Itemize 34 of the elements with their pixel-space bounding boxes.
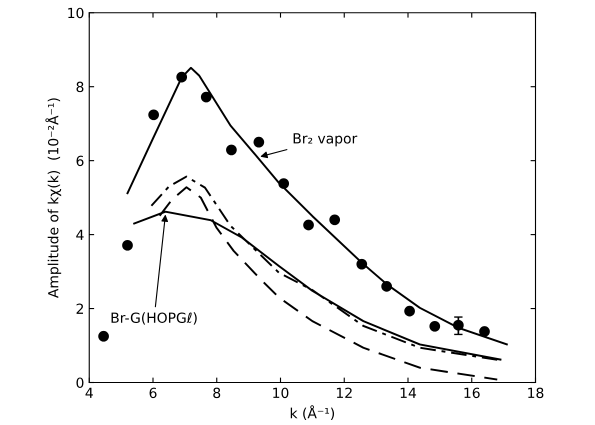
x-axis-title: k (Å⁻¹) xyxy=(290,405,334,420)
y-tick-label: 6 xyxy=(76,156,84,166)
point xyxy=(278,178,290,189)
y-tick-label: 2 xyxy=(76,304,83,314)
point xyxy=(329,214,340,226)
point xyxy=(148,109,159,120)
point xyxy=(98,330,109,342)
x-tick-label: 10 xyxy=(273,388,288,398)
annotation: Br-G(HOPGℓ) xyxy=(112,312,197,325)
point xyxy=(381,281,392,292)
point xyxy=(404,306,415,316)
x-tick-label: 4 xyxy=(86,388,93,398)
y-tick-label: 4 xyxy=(76,230,84,240)
y-tick-label: 10 xyxy=(68,8,84,18)
x-tick-label: 14 xyxy=(400,388,416,398)
point xyxy=(122,240,133,251)
point xyxy=(303,220,314,230)
x-tick-label: 8 xyxy=(213,388,220,398)
point xyxy=(226,144,237,156)
point xyxy=(429,320,440,332)
y-axis-title: Amplitude of kχ(k) (10⁻²Å⁻¹) xyxy=(45,98,62,298)
x-tick-label: 12 xyxy=(336,388,352,398)
x-tick-label: 6 xyxy=(150,388,157,398)
point xyxy=(253,136,264,148)
point xyxy=(479,326,490,337)
point xyxy=(453,320,464,331)
point xyxy=(356,258,368,270)
y-tick-label: 8 xyxy=(76,82,84,92)
x-tick-label: 18 xyxy=(528,388,544,398)
annotation: Br₂ vapor xyxy=(294,133,358,146)
point xyxy=(200,92,212,102)
y-tick-label: 0 xyxy=(76,377,84,388)
point xyxy=(176,72,188,82)
x-tick-label: 16 xyxy=(464,388,480,398)
